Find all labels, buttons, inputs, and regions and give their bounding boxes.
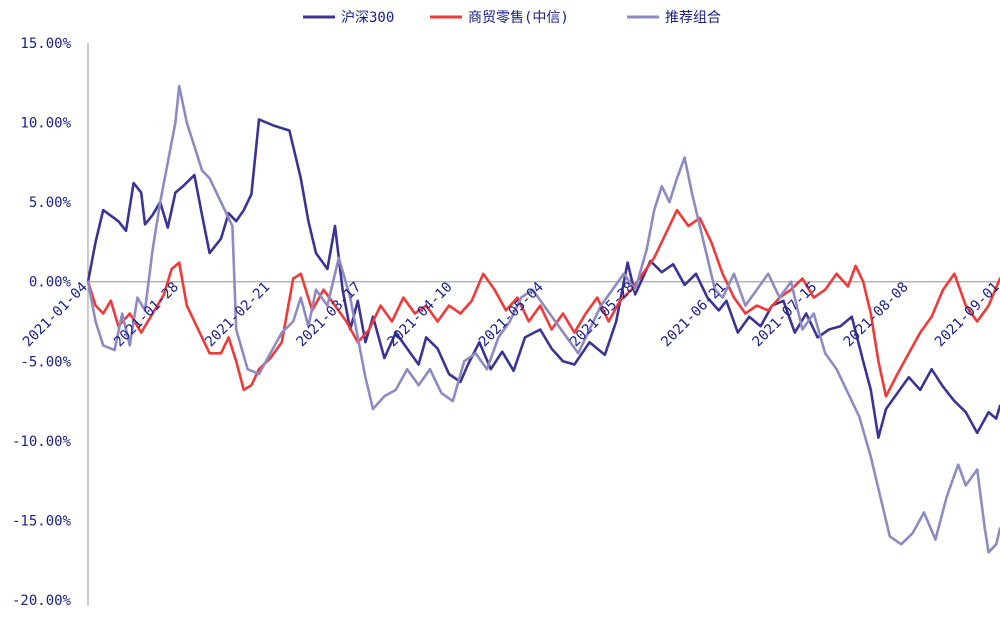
x-tick-label: 2021-06-21: [658, 279, 729, 350]
y-tick-label: -5.00%: [20, 354, 71, 370]
legend-label-1: 商贸零售(中信): [468, 10, 569, 26]
series-line-1: [86, 208, 1000, 398]
x-tick-labels: 2021-01-04 2021-01-28 2021-02-21 2021-03-17…: [20, 279, 1000, 350]
legend-label-0: 沪深300: [341, 10, 394, 26]
legend-label-2: 推荐组合: [665, 10, 721, 26]
x-tick-label: 2021-05-04: [476, 279, 547, 350]
x-tick-label: 2021-05-28: [567, 279, 638, 350]
y-tick-label: -15.00%: [12, 513, 72, 529]
series-group: [86, 84, 1000, 554]
y-tick-label: 0.00%: [29, 275, 72, 291]
y-tick-label: 15.00%: [20, 36, 71, 52]
series-line-2: [86, 84, 1000, 554]
y-tick-label: -20.00%: [12, 593, 72, 609]
series-line-0: [86, 118, 1000, 439]
legend: 沪深300 商贸零售(中信) 推荐组合: [303, 10, 721, 26]
y-tick-label: -10.00%: [12, 434, 72, 450]
y-tick-label: 5.00%: [29, 195, 72, 211]
axes-group: 15.00% 10.00% 5.00% 0.00% -5.00% -10.00% -15.0…: [12, 36, 1000, 609]
y-tick-label: 10.00%: [20, 116, 71, 132]
